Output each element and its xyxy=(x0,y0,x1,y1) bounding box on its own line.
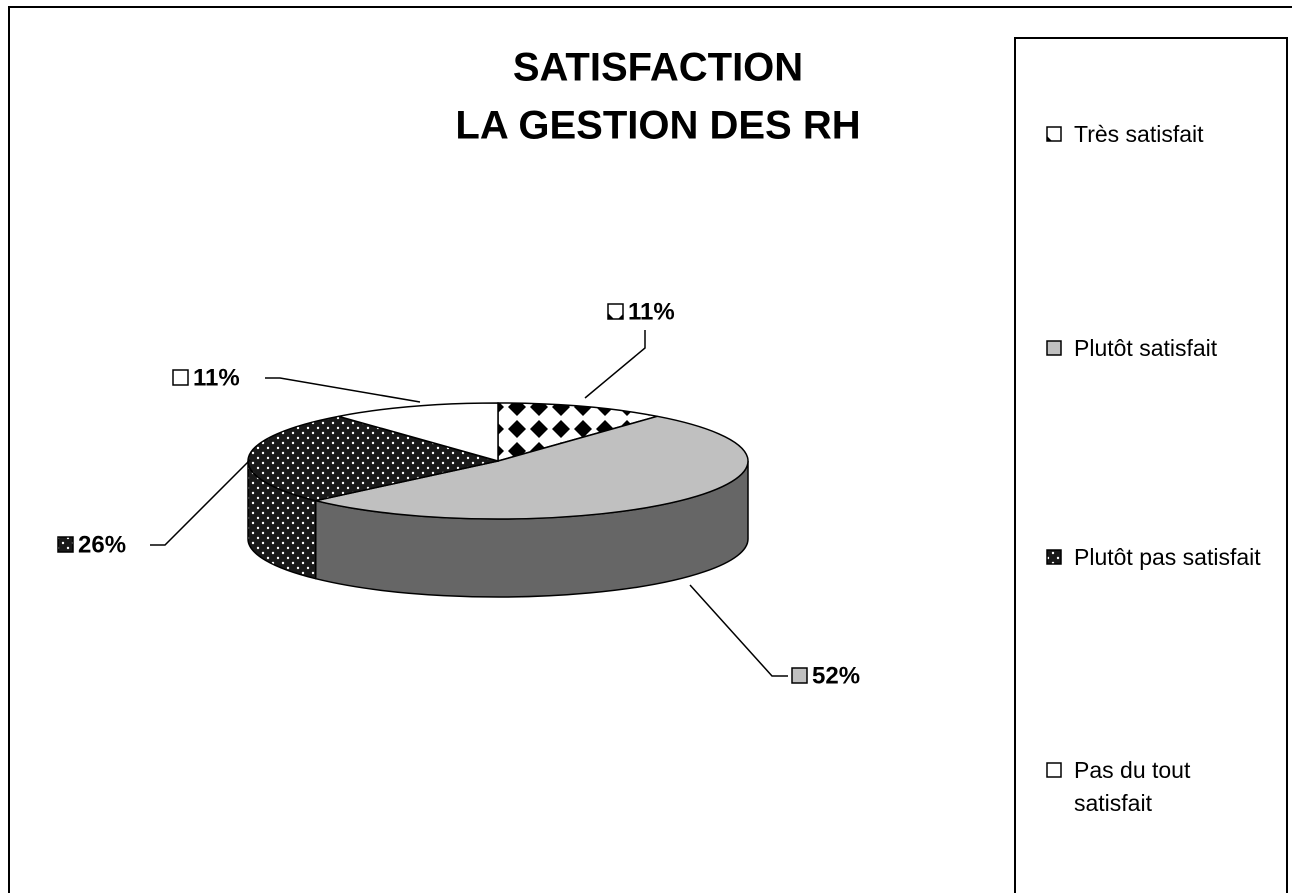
leader-line xyxy=(150,459,251,546)
chart-title: LA GESTION DES RH xyxy=(455,104,860,148)
pie-slice xyxy=(247,415,499,502)
legend-label: Très satisfait xyxy=(1074,121,1204,147)
chart-title: SATISFACTION xyxy=(513,46,803,90)
label-key xyxy=(607,303,624,320)
leader-line xyxy=(584,330,646,399)
legend-box xyxy=(1014,37,1288,893)
data-label: 11% xyxy=(628,298,675,325)
label-key xyxy=(57,536,74,553)
pie-slice xyxy=(497,402,658,462)
legend-key xyxy=(1046,762,1062,778)
legend-item: Très satisfait xyxy=(1074,121,1204,147)
legend-label: Plutôt pas satisfait xyxy=(1074,544,1261,570)
data-label: 26% xyxy=(78,531,126,558)
leader-line xyxy=(689,584,788,677)
data-label: 11% xyxy=(193,364,240,391)
legend-label: Pas du tout satisfait xyxy=(1074,757,1191,816)
leader-line xyxy=(265,377,421,403)
data-label: 52% xyxy=(812,662,860,689)
legend-key xyxy=(1046,340,1062,356)
pie-slice xyxy=(338,402,499,462)
label-key xyxy=(172,369,189,386)
legend-item: Pas du tout satisfait xyxy=(1074,757,1191,816)
legend-label: Plutôt satisfait xyxy=(1074,335,1218,361)
pie-slice xyxy=(315,415,749,520)
legend-key xyxy=(1046,549,1062,565)
label-key xyxy=(791,667,808,684)
legend-key xyxy=(1046,126,1062,142)
legend-item: Plutôt satisfait xyxy=(1074,335,1218,361)
legend-item: Plutôt pas satisfait xyxy=(1074,544,1261,570)
